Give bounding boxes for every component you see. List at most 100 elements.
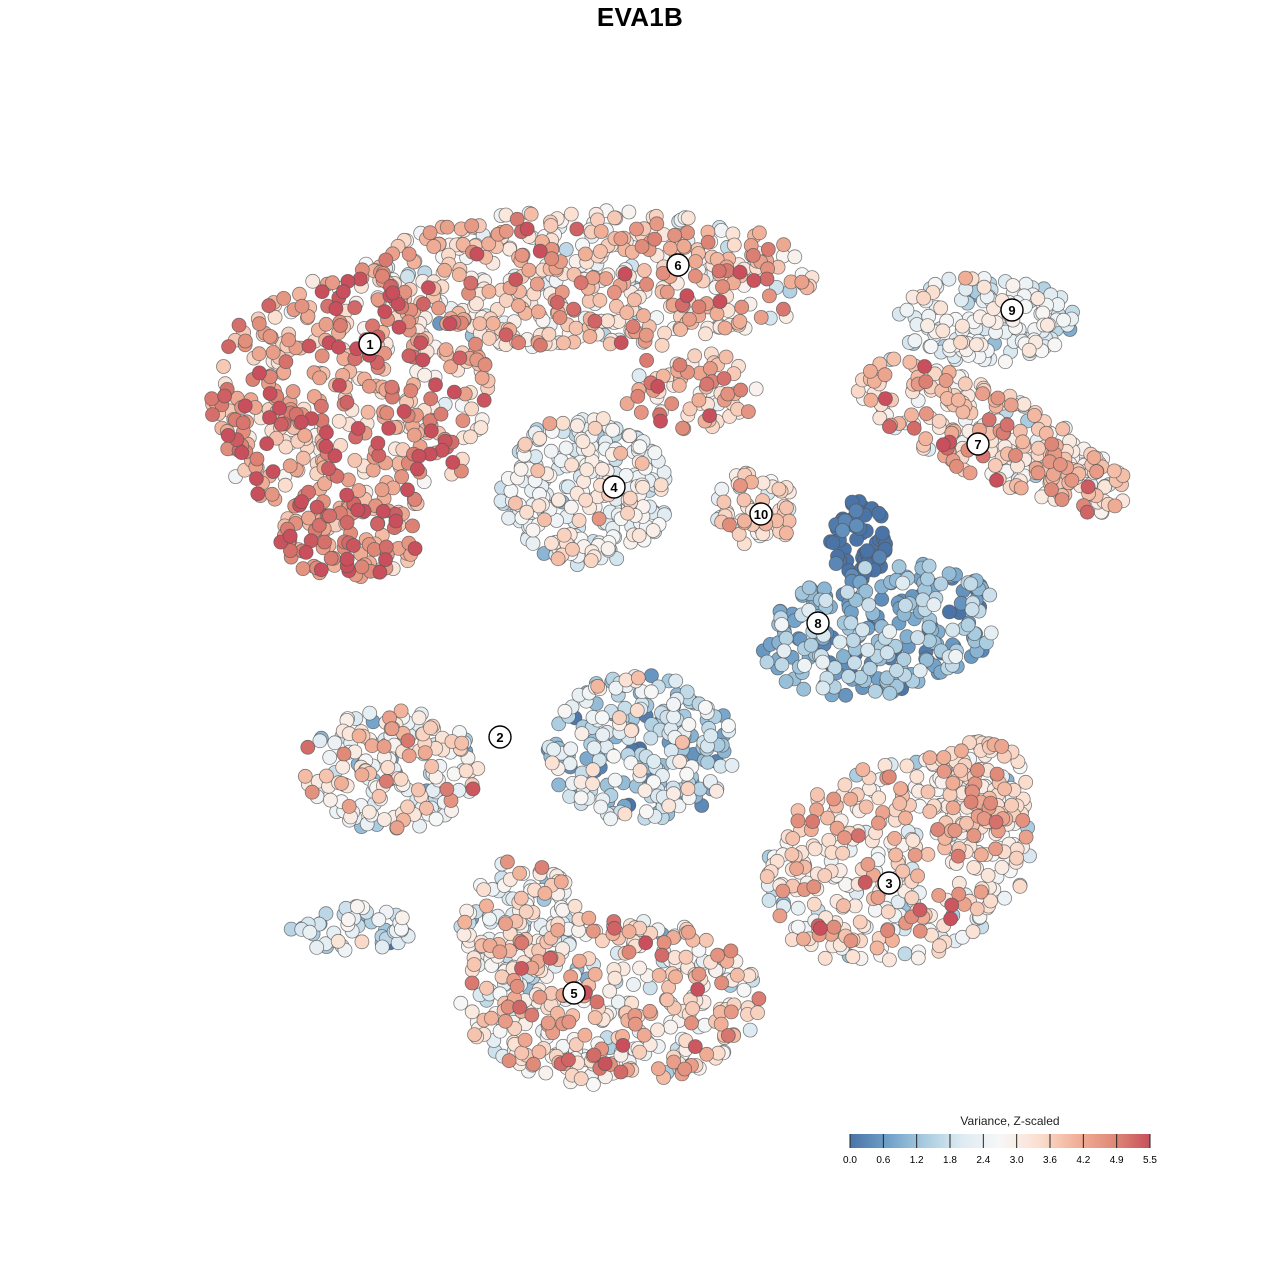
data-point [328,301,344,317]
data-point [262,328,278,344]
data-point [882,419,897,435]
data-point [634,239,650,254]
data-point [574,726,590,741]
data-point [314,348,330,364]
data-point [485,315,501,331]
data-point [361,804,377,820]
data-point [691,392,707,408]
data-point [452,350,468,366]
data-point [221,339,237,355]
data-point [550,922,566,938]
data-point [550,551,566,567]
data-point [637,783,653,798]
data-point [776,301,791,317]
data-point [585,776,600,792]
data-point [497,1013,513,1029]
data-point [659,992,675,1008]
data-point [966,860,982,875]
data-point [671,377,687,393]
data-point [543,218,559,233]
data-point [857,560,873,576]
data-point [973,884,989,900]
data-point [714,975,729,991]
data-point [537,512,552,528]
data-point [1018,829,1034,845]
data-point [333,318,348,333]
data-point [542,416,558,432]
data-point [933,300,949,316]
cluster-label-text: 1 [366,337,373,352]
data-point [860,642,876,658]
data-point [880,923,895,938]
data-point [437,262,453,278]
data-point [313,398,329,414]
data-point [538,1065,554,1081]
data-point [618,672,634,688]
data-point [907,333,923,349]
data-point [526,1056,541,1072]
data-point [826,791,842,807]
data-point [724,758,740,773]
data-point [354,767,370,783]
data-point [371,447,387,463]
data-point [776,237,791,253]
data-point [603,811,618,827]
data-point [636,308,651,324]
data-point [514,1045,530,1061]
data-point [389,820,405,836]
data-point [666,709,681,725]
cluster-label-badge [806,611,830,635]
data-point [595,727,611,743]
data-point [815,680,831,696]
data-point [920,318,935,334]
data-point [629,703,645,718]
data-point [898,810,913,826]
data-point [305,273,321,289]
data-point [250,486,266,502]
data-point [941,271,957,287]
cluster-label-badge [1000,298,1024,322]
cluster-label-text: 9 [1008,303,1015,318]
data-point [428,811,444,827]
cluster-label-badge [488,725,512,749]
data-point [698,326,713,342]
data-point [698,700,713,715]
data-point [297,768,313,784]
data-point [544,755,560,771]
cluster-label-badge [562,981,586,1005]
data-point [675,420,690,436]
data-point [716,494,732,510]
data-point [621,924,637,939]
data-point [796,681,812,697]
cluster-label-badge [358,332,382,356]
data-point [642,980,658,996]
data-point [1044,482,1059,498]
data-point [262,410,277,425]
data-point [371,788,387,804]
data-point [607,284,622,300]
data-point [466,957,482,972]
data-point [821,833,837,848]
data-point [454,735,470,751]
data-point [630,670,646,686]
data-point [619,305,635,321]
data-point [420,280,436,296]
data-point [843,791,859,807]
data-point [759,654,775,670]
data-point [772,908,788,924]
cluster-label-text: 7 [974,437,981,452]
data-point [594,461,610,477]
data-point [716,371,732,386]
data-point [407,541,423,556]
data-point [379,405,395,421]
cluster-label-badge [666,253,690,277]
data-point [237,398,253,414]
data-point [663,240,678,256]
data-point [401,246,417,262]
data-point [514,961,529,976]
data-point [664,396,680,412]
data-point [836,649,851,664]
data-point [855,762,871,777]
data-point [679,288,695,304]
data-point [586,740,602,756]
